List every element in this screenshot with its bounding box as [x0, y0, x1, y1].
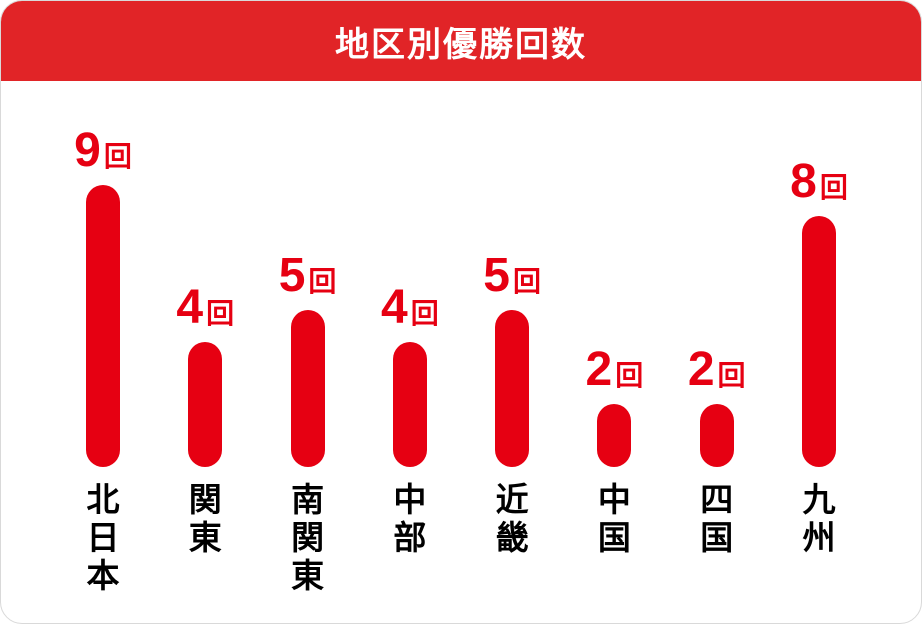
bar-value-label: 8回: [790, 158, 848, 206]
bar-value-unit: 回: [718, 362, 746, 390]
bar-value-number: 9: [74, 127, 101, 175]
bar-value-label: 4回: [381, 284, 439, 332]
bar-column: 5回近畿: [472, 252, 552, 611]
bar-column: 2回中国: [574, 346, 654, 611]
bar: [700, 404, 734, 467]
category-label: 四国: [700, 481, 733, 611]
bar-value-label: 9回: [74, 127, 132, 175]
bar-column: 9回北日本: [63, 127, 143, 611]
category-label: 北日本: [87, 481, 120, 611]
bar-column: 2回四国: [677, 346, 757, 611]
bar-value-unit: 回: [513, 268, 541, 296]
category-label: 中国: [598, 481, 631, 611]
bar-value-number: 5: [279, 252, 306, 300]
category-label: 南関東: [291, 481, 324, 611]
bar-value-unit: 回: [104, 143, 132, 171]
bar: [291, 310, 325, 467]
bar-value-number: 2: [586, 346, 613, 394]
bar-column: 5回南関東: [268, 252, 348, 611]
category-label: 近畿: [496, 481, 529, 611]
bar-column: 4回中部: [370, 284, 450, 611]
bar-value-number: 4: [381, 284, 408, 332]
bar: [495, 310, 529, 467]
bar-value-unit: 回: [615, 362, 643, 390]
bar-value-unit: 回: [206, 300, 234, 328]
bar-value-number: 8: [790, 158, 817, 206]
bar-value-number: 5: [483, 252, 510, 300]
chart-title: 地区別優勝回数: [1, 1, 921, 81]
bar-value-number: 2: [688, 346, 715, 394]
bar-column: 8回九州: [779, 158, 859, 611]
bar: [597, 404, 631, 467]
bar: [393, 342, 427, 467]
chart-card: 地区別優勝回数 9回北日本4回関東5回南関東4回中部5回近畿2回中国2回四国8回…: [0, 0, 922, 624]
bar-value-label: 2回: [688, 346, 746, 394]
bar: [802, 216, 836, 467]
bar-value-number: 4: [176, 284, 203, 332]
bar-value-unit: 回: [411, 300, 439, 328]
bar-value-unit: 回: [820, 174, 848, 202]
bar: [188, 342, 222, 467]
category-label: 九州: [802, 481, 835, 611]
bar-column: 4回関東: [165, 284, 245, 611]
bar-value-unit: 回: [308, 268, 336, 296]
category-label: 関東: [189, 481, 222, 611]
bar-value-label: 5回: [279, 252, 337, 300]
category-label: 中部: [393, 481, 426, 611]
bar-value-label: 5回: [483, 252, 541, 300]
chart-body: 9回北日本4回関東5回南関東4回中部5回近畿2回中国2回四国8回九州: [1, 81, 921, 623]
bar: [86, 185, 120, 467]
bar-value-label: 2回: [586, 346, 644, 394]
bar-value-label: 4回: [176, 284, 234, 332]
